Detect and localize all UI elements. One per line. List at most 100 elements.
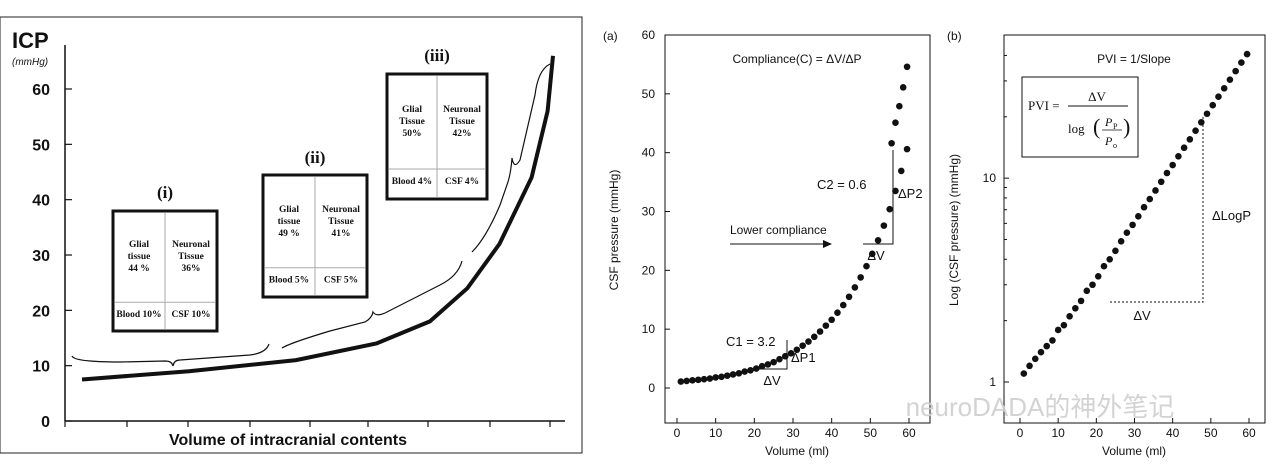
a-point — [793, 346, 801, 354]
composition-box: (ii) Glial tissue 49 % Neuronal Tissue 41% Bloo… — [261, 148, 369, 299]
b-point — [1083, 287, 1091, 295]
a-dp2-label: ΔP2 — [898, 186, 923, 201]
a-point — [718, 373, 725, 381]
b-xtick-label: 40 — [1166, 426, 1180, 440]
b-point — [1112, 247, 1119, 255]
b-ytick-label: 10 — [983, 171, 997, 185]
composition-boxes: (i) Glial tissue 44 % Neuronal Tissue 36% Blood… — [111, 46, 489, 333]
a-point — [729, 371, 737, 378]
b-formula-num: ΔV — [1088, 89, 1106, 104]
b-point — [1232, 67, 1239, 75]
b-ytick-label: 1 — [989, 375, 996, 389]
b-point — [1066, 313, 1073, 320]
panel-b-annotations: ΔV ΔLogP PVI = ΔV log () P PP o — [1021, 76, 1251, 323]
a-point — [723, 372, 731, 379]
a-point — [810, 333, 818, 341]
left-panel: ICP (mmHg) 0 10 20 30 40 50 60 Volume of intra… — [0, 16, 583, 454]
a-xtick-label: 60 — [902, 426, 916, 440]
left-ytick-label: 40 — [32, 193, 50, 210]
a-ytick-label: 0 — [648, 381, 655, 395]
a-xtick-label: 20 — [748, 426, 762, 440]
left-ytick-label: 0 — [41, 414, 50, 431]
b-point — [1100, 262, 1108, 270]
a-point — [683, 377, 690, 385]
b-dv-label: ΔV — [1133, 308, 1151, 323]
b-point — [1163, 169, 1171, 177]
panel-b-label: (b) — [947, 29, 962, 43]
a-point — [851, 284, 859, 291]
a-point — [845, 293, 853, 301]
watermark: neuroDADA的神外笔记 — [906, 392, 1175, 422]
a-point — [903, 145, 911, 153]
brace-ii — [281, 260, 463, 349]
b-point — [1123, 229, 1131, 237]
left-y-ticks: 0 10 20 30 40 50 60 — [32, 82, 72, 431]
a-point — [694, 376, 702, 384]
left-ytick-label: 50 — [32, 137, 50, 154]
b-point — [1060, 321, 1068, 329]
b-point — [1152, 187, 1159, 194]
panel-a-ylabel: CSF pressure (mmHg) — [607, 170, 621, 291]
b-point — [1220, 84, 1228, 92]
glial-tissue-label: Glial tissue 44 % — [128, 240, 151, 274]
a-xtick-label: 40 — [825, 426, 839, 440]
csf-label: CSF 4% — [445, 177, 479, 187]
b-point — [1054, 326, 1062, 334]
b-formula-po-sub: o — [1113, 141, 1117, 150]
a-point — [781, 352, 789, 360]
a-point — [689, 377, 696, 384]
b-formula-pp: P — [1104, 115, 1113, 129]
b-point — [1192, 127, 1199, 134]
a-point — [787, 349, 795, 357]
a-dp1-label: ΔP1 — [791, 350, 816, 365]
b-xtick-label: 10 — [1051, 426, 1065, 440]
panel-a: (a) 0 10 20 30 40 50 60 0 10 20 30 40 50 60 Volume (m… — [603, 28, 931, 458]
left-ytick-label: 30 — [32, 248, 50, 265]
box-label: (ii) — [305, 148, 326, 167]
brace-iii — [471, 63, 551, 253]
glial-tissue-label: Glial Tissue 50% — [399, 105, 425, 139]
b-point — [1243, 50, 1251, 58]
a-point — [892, 187, 899, 195]
left-panel-border — [0, 16, 583, 454]
panel-b: (b) 0 10 20 30 40 50 60 1 10 Volume (ml) Log (CS… — [947, 29, 1266, 458]
b-point — [1197, 118, 1205, 126]
a-point — [799, 342, 806, 349]
b-triangle — [1110, 115, 1204, 303]
b-point — [1094, 273, 1102, 280]
a-point — [874, 237, 882, 244]
a-point — [735, 369, 743, 377]
brace-i — [71, 343, 270, 367]
a-point — [896, 102, 903, 110]
box-label: (iii) — [424, 46, 450, 65]
a-xtick-label: 30 — [786, 426, 800, 440]
b-xtick-label: 60 — [1242, 426, 1256, 440]
a-point — [747, 367, 754, 374]
a-ytick-label: 60 — [642, 28, 656, 42]
a-ytick-label: 30 — [642, 205, 656, 219]
panel-b-annotation: PVI = 1/Slope — [1097, 52, 1171, 66]
a-point — [758, 362, 766, 370]
b-point — [1020, 370, 1028, 377]
csf-label: CSF 5% — [324, 276, 358, 286]
b-formula-pp-sub: P — [1113, 122, 1118, 131]
b-point — [1129, 221, 1136, 229]
a-point — [903, 63, 911, 71]
b-point — [1226, 76, 1234, 84]
b-point — [1026, 362, 1033, 370]
b-point — [1146, 195, 1154, 203]
a-point — [764, 361, 772, 368]
b-formula-po: P — [1104, 134, 1113, 148]
b-point — [1106, 255, 1113, 263]
b-xtick-label: 30 — [1128, 426, 1142, 440]
a-point — [741, 368, 748, 375]
b-xtick-label: 50 — [1204, 426, 1218, 440]
b-point — [1135, 212, 1142, 220]
a-point — [816, 328, 824, 335]
neuronal-tissue-label: Neuronal Tissue 42% — [443, 105, 481, 139]
box-label: (i) — [157, 183, 173, 202]
left-ytick-label: 20 — [32, 303, 50, 320]
blood-label: Blood 10% — [116, 310, 161, 320]
panel-b-xlabel: Volume (ml) — [1102, 444, 1166, 458]
b-point — [1031, 355, 1039, 363]
